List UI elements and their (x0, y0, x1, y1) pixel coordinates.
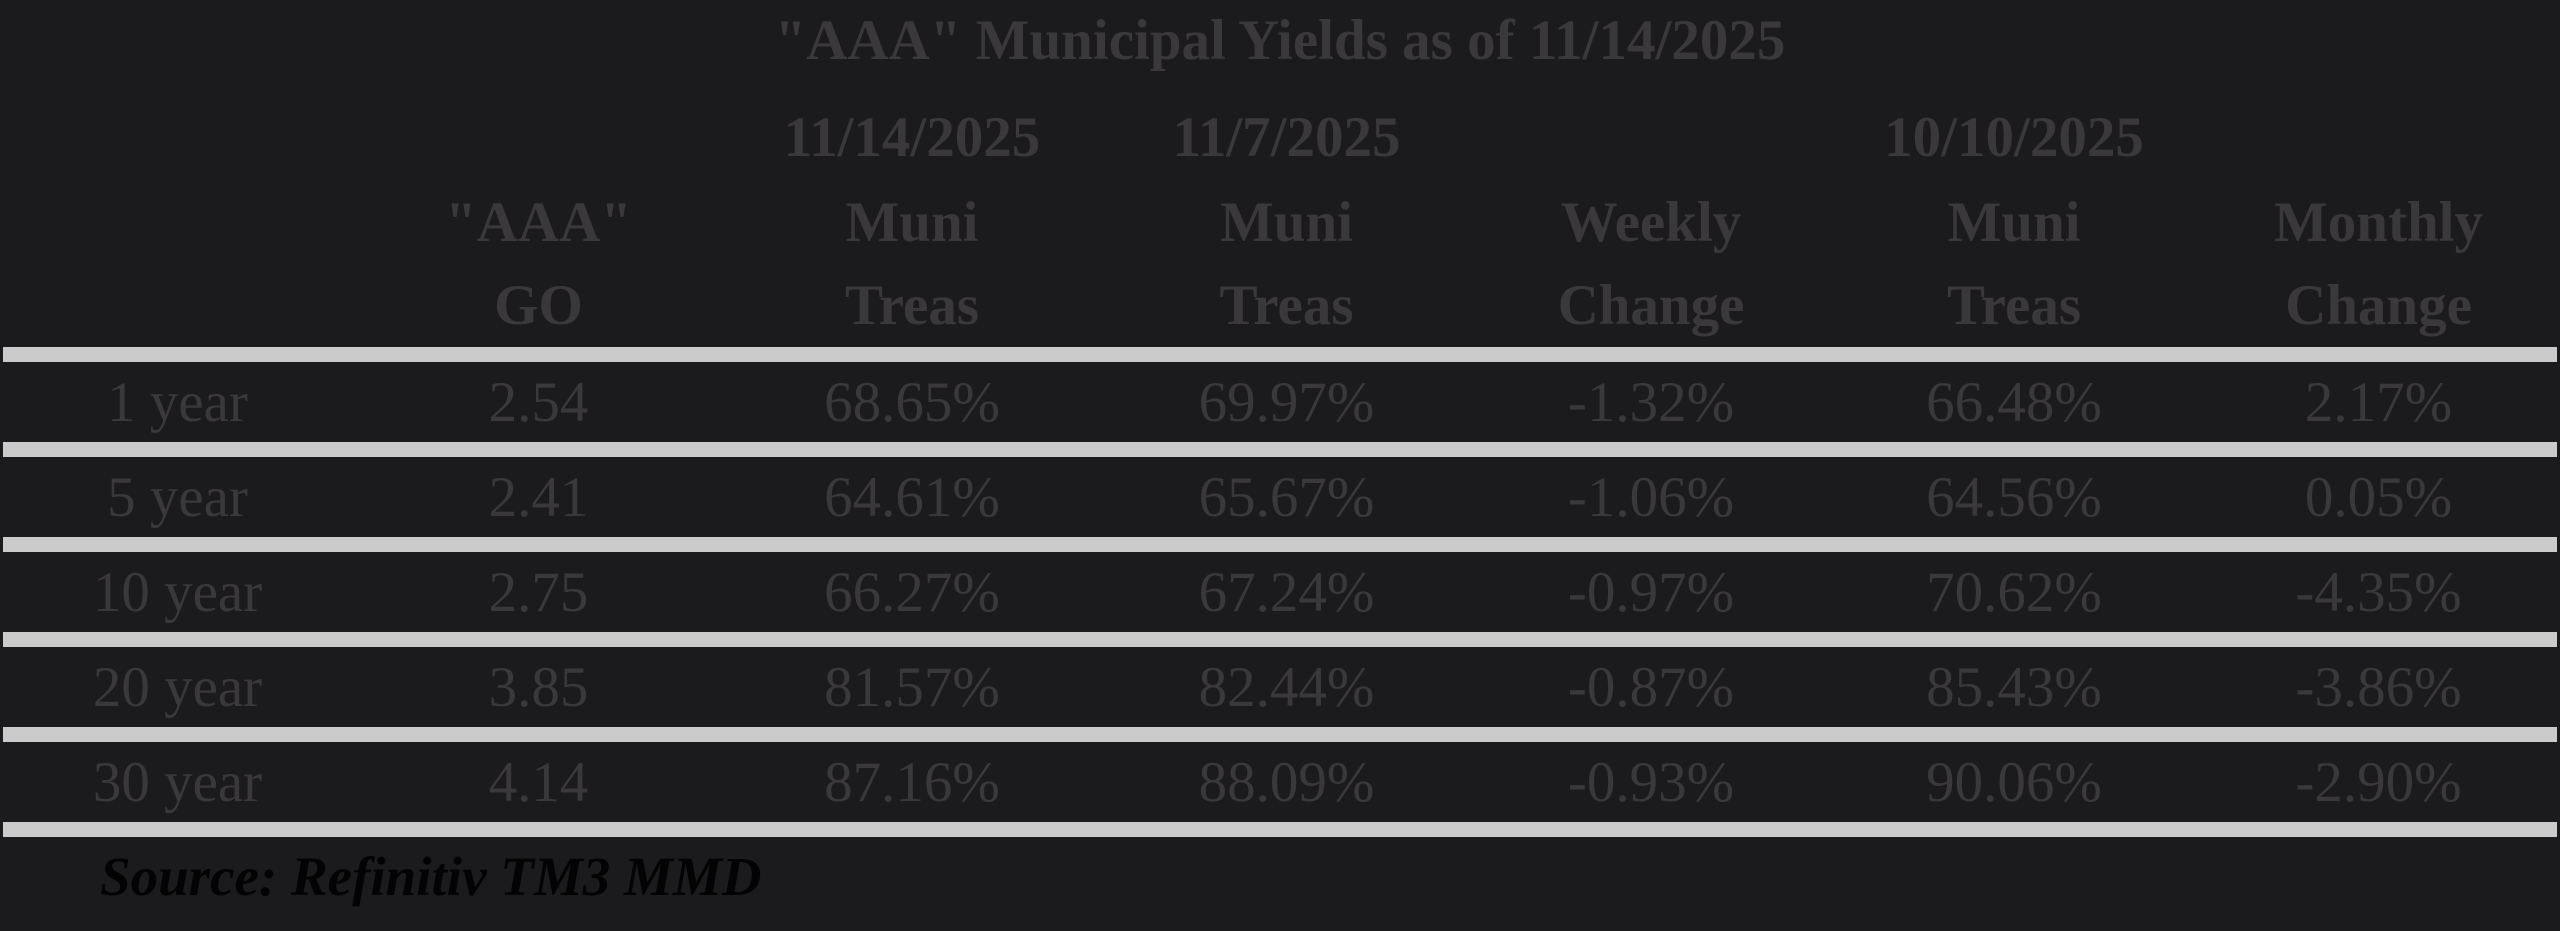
muni-treas-ratio-prior-week: 69.97% (1198, 370, 1375, 434)
header-muni-treas-prior-month-line1: Muni (1947, 190, 2081, 254)
muni-treas-ratio-prior-month: 70.62% (1926, 560, 2102, 624)
source-note: Source: Refinitiv TM3 MMD (100, 845, 762, 907)
spacer-cell (0, 180, 355, 347)
table-row-5-year: 5 year 2.41 64.61% 65.67% -1.06% 64.56% … (0, 457, 2560, 537)
monthly-change-value: -3.86% (2295, 655, 2462, 719)
date-current-header: 11/14/2025 (783, 106, 1041, 169)
monthly-change-value: 2.17% (2304, 370, 2453, 434)
header-weekly-change: Weekly Change (1471, 180, 1831, 347)
row-separator (3, 442, 2557, 457)
weekly-change-value: -0.97% (1567, 560, 1735, 624)
header-aaa-go-line1: "AAA" (445, 190, 632, 254)
header-muni-treas-current-line2: Treas (844, 273, 980, 337)
maturity-label: 1 year (107, 370, 248, 434)
muni-treas-ratio-prior-month: 66.48% (1926, 370, 2102, 434)
spacer-cell (2197, 95, 2560, 180)
muni-treas-ratio-prior-week: 65.67% (1198, 465, 1375, 529)
aaa-go-yield: 2.41 (488, 465, 589, 529)
monthly-change-value: -2.90% (2295, 750, 2462, 814)
muni-treas-ratio-prior-week: 82.44% (1198, 655, 1375, 719)
table-row-20-year: 20 year 3.85 81.57% 82.44% -0.87% 85.43%… (0, 647, 2560, 727)
monthly-change-value: -4.35% (2295, 560, 2462, 624)
header-muni-treas-prior-month: Muni Treas (1831, 180, 2197, 347)
date-prior-month-header: 10/10/2025 (1884, 106, 2144, 169)
row-separator (3, 632, 2557, 647)
spacer-cell (1471, 95, 1831, 180)
header-muni-treas-prior-month-line2: Treas (1946, 273, 2082, 337)
header-aaa-go-line2: GO (494, 273, 583, 337)
header-weekly-change-line1: Weekly (1560, 190, 1742, 254)
header-muni-treas-prior-week: Muni Treas (1102, 180, 1471, 347)
muni-treas-ratio-current: 81.57% (824, 655, 1000, 719)
aaa-go-yield: 2.54 (488, 370, 589, 434)
muni-treas-ratio-prior-month: 64.56% (1926, 465, 2102, 529)
header-muni-treas-prior-week-line1: Muni (1219, 190, 1354, 254)
header-muni-treas-current-line1: Muni (845, 190, 979, 254)
maturity-label: 30 year (92, 750, 263, 814)
muni-treas-ratio-prior-week: 88.09% (1198, 750, 1375, 814)
row-separator (3, 347, 2557, 362)
muni-treas-ratio-current: 68.65% (824, 370, 1000, 434)
header-monthly-change: Monthly Change (2197, 180, 2560, 347)
header-monthly-change-line2: Change (2285, 273, 2472, 337)
header-muni-treas-current: Muni Treas (722, 180, 1102, 347)
maturity-label: 5 year (107, 465, 248, 529)
monthly-change-value: 0.05% (2304, 465, 2453, 529)
weekly-change-value: -0.93% (1567, 750, 1735, 814)
muni-treas-ratio-current: 64.61% (824, 465, 1000, 529)
header-monthly-change-line1: Monthly (2273, 190, 2484, 254)
row-separator (3, 822, 2557, 837)
table-row-10-year: 10 year 2.75 66.27% 67.24% -0.97% 70.62%… (0, 552, 2560, 632)
row-separator (3, 727, 2557, 742)
aaa-go-yield: 2.75 (488, 560, 589, 624)
row-separator (3, 537, 2557, 552)
aaa-go-yield: 4.14 (488, 750, 589, 814)
date-prior-week-header: 11/7/2025 (1172, 106, 1401, 169)
weekly-change-value: -1.06% (1567, 465, 1735, 529)
column-header-row: "AAA" GO Muni Treas Muni Treas Weekly Ch… (0, 180, 2560, 347)
weekly-change-value: -1.32% (1567, 370, 1735, 434)
aaa-go-yield: 3.85 (488, 655, 589, 719)
date-header-row: 11/14/2025 11/7/2025 10/10/2025 (0, 95, 2560, 180)
header-weekly-change-line2: Change (1557, 273, 1745, 337)
table-row-1-year: 1 year 2.54 68.65% 69.97% -1.32% 66.48% … (0, 362, 2560, 442)
muni-treas-ratio-prior-week: 67.24% (1198, 560, 1375, 624)
spacer-cell (355, 95, 722, 180)
table-title: "AAA" Municipal Yields as of 11/14/2025 (774, 9, 1786, 72)
header-muni-treas-prior-week-line2: Treas (1219, 273, 1354, 337)
muni-treas-ratio-prior-month: 90.06% (1926, 750, 2102, 814)
header-aaa-go: "AAA" GO (355, 180, 722, 347)
maturity-label: 20 year (92, 655, 263, 719)
muni-treas-ratio-prior-month: 85.43% (1926, 655, 2102, 719)
spacer-cell (0, 95, 355, 180)
muni-treas-ratio-current: 87.16% (824, 750, 1000, 814)
muni-treas-ratio-current: 66.27% (824, 560, 1000, 624)
table-row-30-year: 30 year 4.14 87.16% 88.09% -0.93% 90.06%… (0, 742, 2560, 822)
weekly-change-value: -0.87% (1567, 655, 1735, 719)
maturity-label: 10 year (92, 560, 263, 624)
